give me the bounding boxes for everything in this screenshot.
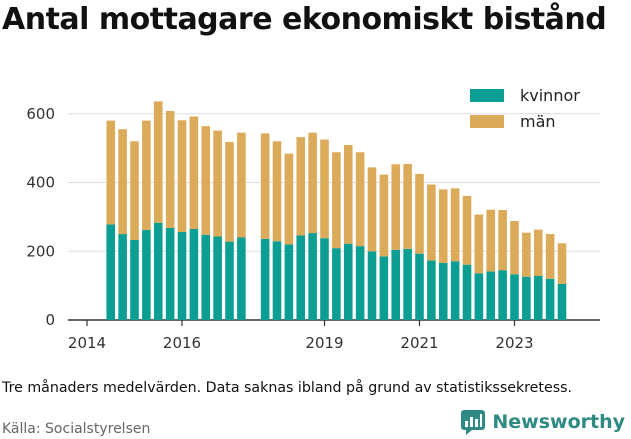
bar-man [320, 139, 329, 239]
bar-kvinnor [106, 224, 116, 320]
bar-kvinnor [545, 278, 555, 320]
bar-kvinnor [498, 270, 507, 320]
y-tick-label: 600 [26, 105, 55, 123]
bar-man [355, 152, 365, 247]
bar-man [225, 141, 234, 242]
bar-kvinnor [557, 283, 567, 320]
bar-man [533, 229, 543, 276]
bar-kvinnor [391, 249, 401, 320]
bar-man [260, 133, 270, 239]
bar-kvinnor [308, 233, 317, 320]
bar-man [153, 101, 163, 223]
x-tick-label: 2021 [400, 334, 438, 352]
bar-man [379, 174, 389, 257]
bar-man [237, 132, 246, 238]
y-tick-label: 0 [45, 311, 55, 329]
bar-man [284, 153, 294, 245]
bars [106, 101, 567, 320]
legend-swatch-man [470, 115, 504, 128]
bar-man [498, 210, 507, 271]
bar-man [106, 120, 116, 225]
y-tick-label: 200 [26, 242, 55, 260]
bar-man [213, 130, 222, 237]
bar-kvinnor [332, 248, 341, 320]
bar-man [130, 141, 139, 240]
bar-kvinnor [177, 232, 187, 320]
bar-man [142, 120, 151, 230]
bar-kvinnor [403, 248, 412, 320]
bar-man [462, 195, 472, 265]
bar-kvinnor [142, 229, 151, 320]
bar-kvinnor [450, 261, 460, 320]
bar-man [296, 137, 306, 236]
x-tick-label: 2016 [163, 334, 201, 352]
bar-kvinnor [510, 274, 519, 320]
bar-man [522, 232, 531, 277]
bar-man [272, 141, 282, 242]
bar-kvinnor [486, 271, 496, 320]
bar-man [367, 167, 377, 252]
bar-kvinnor [533, 276, 543, 320]
bar-kvinnor [367, 251, 377, 320]
bar-man [486, 209, 496, 272]
bar-man [557, 243, 567, 284]
axes: 0 200 400 600 2014 2016 2019 2021 2023 [26, 105, 600, 352]
bar-man [201, 126, 211, 235]
bar-man [450, 188, 460, 262]
bar-man [332, 152, 341, 249]
bar-man [427, 184, 436, 261]
bar-kvinnor [153, 222, 163, 320]
bar-kvinnor [415, 253, 424, 320]
y-tick-label: 400 [26, 174, 55, 192]
bar-kvinnor [343, 243, 353, 320]
legend: kvinnor män [470, 86, 580, 131]
newsworthy-logo-icon [461, 410, 486, 435]
bar-man [165, 111, 175, 228]
bar-kvinnor [427, 260, 436, 320]
bar-kvinnor [296, 235, 306, 320]
bar-man [118, 129, 127, 235]
source-credit: Källa: Socialstyrelsen [2, 421, 151, 437]
x-tick-label: 2019 [305, 334, 343, 352]
bar-man [415, 173, 424, 254]
bar-kvinnor [355, 246, 365, 320]
bar-kvinnor [130, 239, 139, 320]
bar-man [308, 132, 317, 234]
bar-man [403, 163, 412, 249]
legend-swatch-kvinnor [470, 89, 504, 102]
x-tick-label: 2014 [68, 334, 106, 352]
bar-man [189, 116, 199, 229]
chart-caption: Tre månaders medelvärden. Data saknas ib… [2, 380, 572, 396]
bar-kvinnor [201, 234, 211, 320]
bar-man [474, 214, 484, 274]
bar-kvinnor [438, 262, 448, 320]
bar-kvinnor [237, 237, 246, 320]
bar-kvinnor [165, 227, 175, 320]
bar-kvinnor [213, 236, 222, 320]
legend-label-kvinnor: kvinnor [520, 86, 580, 105]
bar-kvinnor [320, 238, 329, 320]
brand-logo[interactable]: Newsworthy [460, 409, 625, 435]
x-tick-label: 2023 [495, 334, 533, 352]
bar-kvinnor [118, 234, 127, 320]
brand-name: Newsworthy [492, 411, 625, 433]
bar-kvinnor [462, 264, 472, 320]
bar-kvinnor [189, 228, 199, 320]
bar-kvinnor [379, 256, 389, 320]
bar-kvinnor [474, 273, 484, 320]
bar-kvinnor [225, 241, 234, 320]
bar-kvinnor [272, 241, 282, 320]
bar-man [545, 234, 555, 279]
bar-kvinnor [260, 238, 270, 320]
bar-kvinnor [284, 244, 294, 320]
bar-man [510, 221, 519, 275]
bar-man [343, 145, 353, 244]
bar-man [391, 164, 401, 250]
chart-title: Antal mottagare ekonomiskt bistånd [2, 2, 607, 37]
legend-label-man: män [520, 112, 556, 131]
bar-man [177, 120, 187, 232]
bar-kvinnor [522, 276, 531, 320]
bar-man [438, 189, 448, 263]
